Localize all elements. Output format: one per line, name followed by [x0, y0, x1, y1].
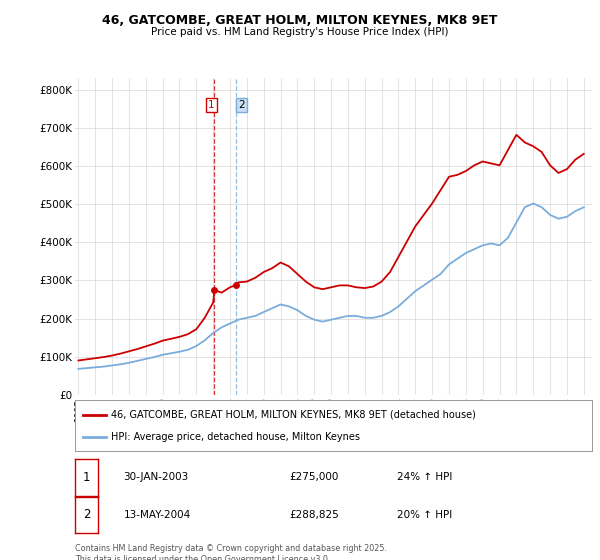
Text: 46, GATCOMBE, GREAT HOLM, MILTON KEYNES, MK8 9ET: 46, GATCOMBE, GREAT HOLM, MILTON KEYNES,… [103, 14, 497, 27]
Text: 2: 2 [238, 100, 245, 110]
Text: 20% ↑ HPI: 20% ↑ HPI [397, 510, 452, 520]
Text: 1: 1 [83, 471, 90, 484]
Text: 30-JAN-2003: 30-JAN-2003 [124, 473, 188, 482]
Text: HPI: Average price, detached house, Milton Keynes: HPI: Average price, detached house, Milt… [111, 432, 360, 442]
Text: 46, GATCOMBE, GREAT HOLM, MILTON KEYNES, MK8 9ET (detached house): 46, GATCOMBE, GREAT HOLM, MILTON KEYNES,… [111, 409, 476, 419]
Text: 24% ↑ HPI: 24% ↑ HPI [397, 473, 452, 482]
Text: Price paid vs. HM Land Registry's House Price Index (HPI): Price paid vs. HM Land Registry's House … [151, 27, 449, 37]
Text: Contains HM Land Registry data © Crown copyright and database right 2025.
This d: Contains HM Land Registry data © Crown c… [75, 544, 387, 560]
Text: £275,000: £275,000 [289, 473, 339, 482]
Text: 2: 2 [83, 508, 90, 521]
Text: 1: 1 [208, 100, 214, 110]
Text: £288,825: £288,825 [289, 510, 339, 520]
Text: 13-MAY-2004: 13-MAY-2004 [124, 510, 191, 520]
